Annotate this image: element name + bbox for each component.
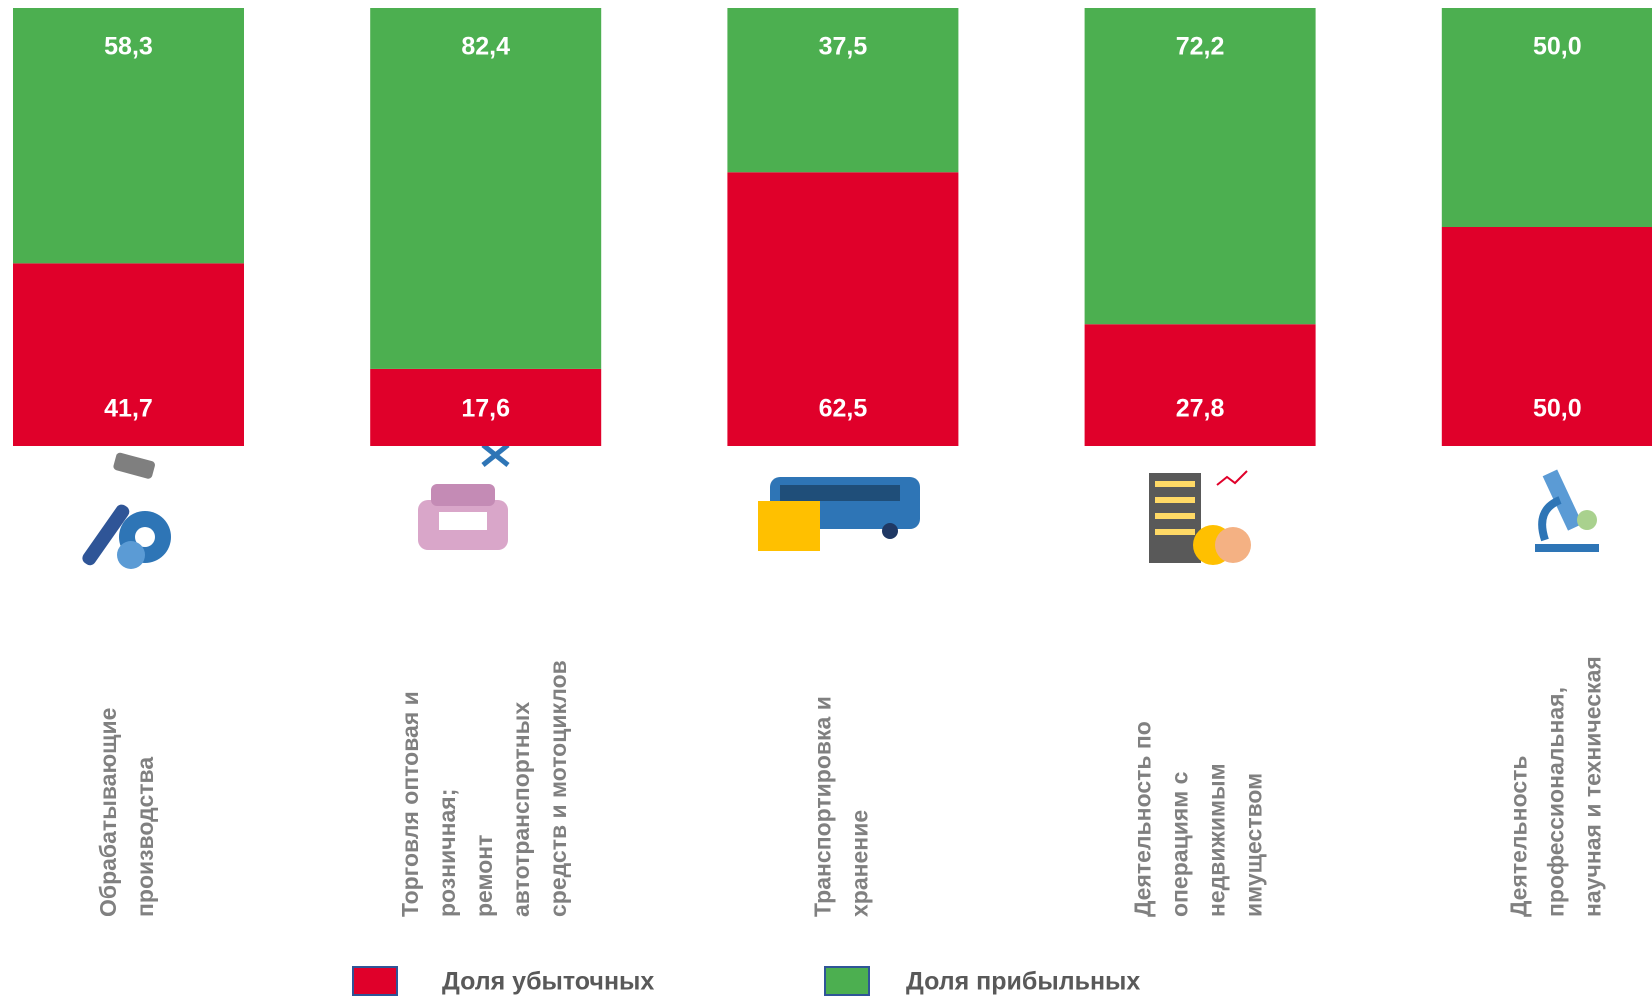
value-label: 62,5: [819, 395, 868, 423]
value-label: 58,3: [104, 33, 153, 61]
icons: [80, 445, 1599, 569]
value-label: 72,2: [1176, 33, 1225, 61]
value-label: 27,8: [1176, 395, 1225, 423]
legend-swatch: [825, 967, 869, 995]
category-label: ремонт: [471, 835, 497, 917]
category-label: хранение: [846, 810, 872, 917]
category-label: профессиональная,: [1542, 687, 1568, 917]
category-label: средств и мотоциклов: [545, 660, 571, 917]
category-label: научная и техническая: [1579, 656, 1605, 917]
category-label: производства: [132, 757, 158, 917]
icon-transport: [758, 477, 920, 551]
category-label: розничная;: [434, 789, 460, 917]
value-label: 50,0: [1533, 33, 1582, 61]
legend-label: Доля убыточных: [442, 968, 654, 996]
value-label: 41,7: [104, 395, 153, 423]
category-label: недвижимым: [1204, 763, 1230, 917]
chart: Доля убыточных Доля прибыльных 41,7 58,3 О…: [0, 0, 1652, 999]
value-label: 37,5: [819, 33, 868, 61]
icon-realestate: [1149, 471, 1251, 565]
category-label: Обрабатывающие: [95, 708, 121, 917]
category-label: Деятельность по: [1130, 721, 1156, 917]
icon-science: [1535, 470, 1599, 552]
value-label: 50,0: [1533, 395, 1582, 423]
category-label: автотранспортных: [508, 702, 534, 917]
icon-trade: [418, 445, 508, 550]
category-label: операциям с: [1167, 771, 1193, 917]
bar-segment: [370, 8, 601, 369]
category-label: имуществом: [1241, 773, 1267, 917]
value-label: 17,6: [461, 395, 510, 423]
page: Доля убыточных Доля прибыльных 41,7 58,3 О…: [0, 0, 1652, 999]
bar-segment: [1085, 324, 1316, 446]
legend-swatch: [353, 967, 397, 995]
icon-manufacturing: [80, 452, 171, 569]
category-label: Транспортировка и: [809, 696, 835, 917]
category-label: Деятельность: [1505, 755, 1531, 917]
category-label: Торговля оптовая и: [397, 691, 423, 917]
value-label: 82,4: [461, 33, 510, 61]
legend-label: Доля прибыльных: [906, 968, 1140, 996]
